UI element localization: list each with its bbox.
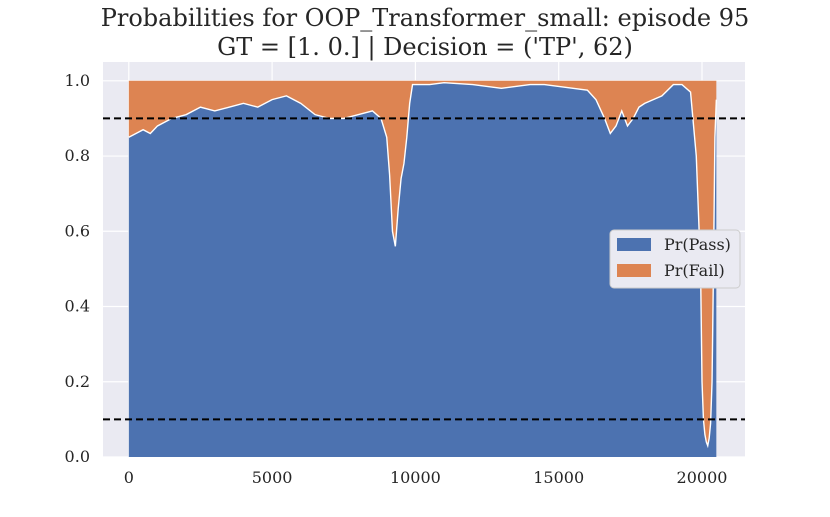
threshold-layer [103,117,745,421]
x-tick-label-4: 20000 [677,468,728,487]
x-tick-label-1: 5000 [252,468,293,487]
tick-layer: 0.0 0.2 0.4 0.6 0.8 1.0 0 5000 10000 15000 20000 [65,71,728,487]
y-tick-label-4: 0.8 [65,146,90,165]
x-tick-label-0: 0 [124,468,134,487]
legend-fail-swatch [617,264,651,277]
legend: Pr(Pass) Pr(Fail) [609,229,741,289]
series-pass-area [128,82,717,457]
y-tick-label-5: 1.0 [65,71,90,90]
y-tick-label-2: 0.4 [65,297,90,316]
y-tick-label-1: 0.2 [65,372,90,391]
legend-pass-swatch [617,238,651,251]
chart-subtitle: GT = [1. 0.] | Decision = ('TP', 62) [217,33,633,62]
x-tick-label-3: 15000 [533,468,584,487]
y-tick-label-0: 0.0 [65,447,90,466]
y-tick-label-3: 0.6 [65,221,90,240]
chart-title: Probabilities for OOP_Transformer_small:… [101,4,750,32]
legend-fail-label: Pr(Fail) [664,261,725,280]
x-tick-label-2: 10000 [390,468,441,487]
legend-pass-label: Pr(Pass) [664,235,731,254]
